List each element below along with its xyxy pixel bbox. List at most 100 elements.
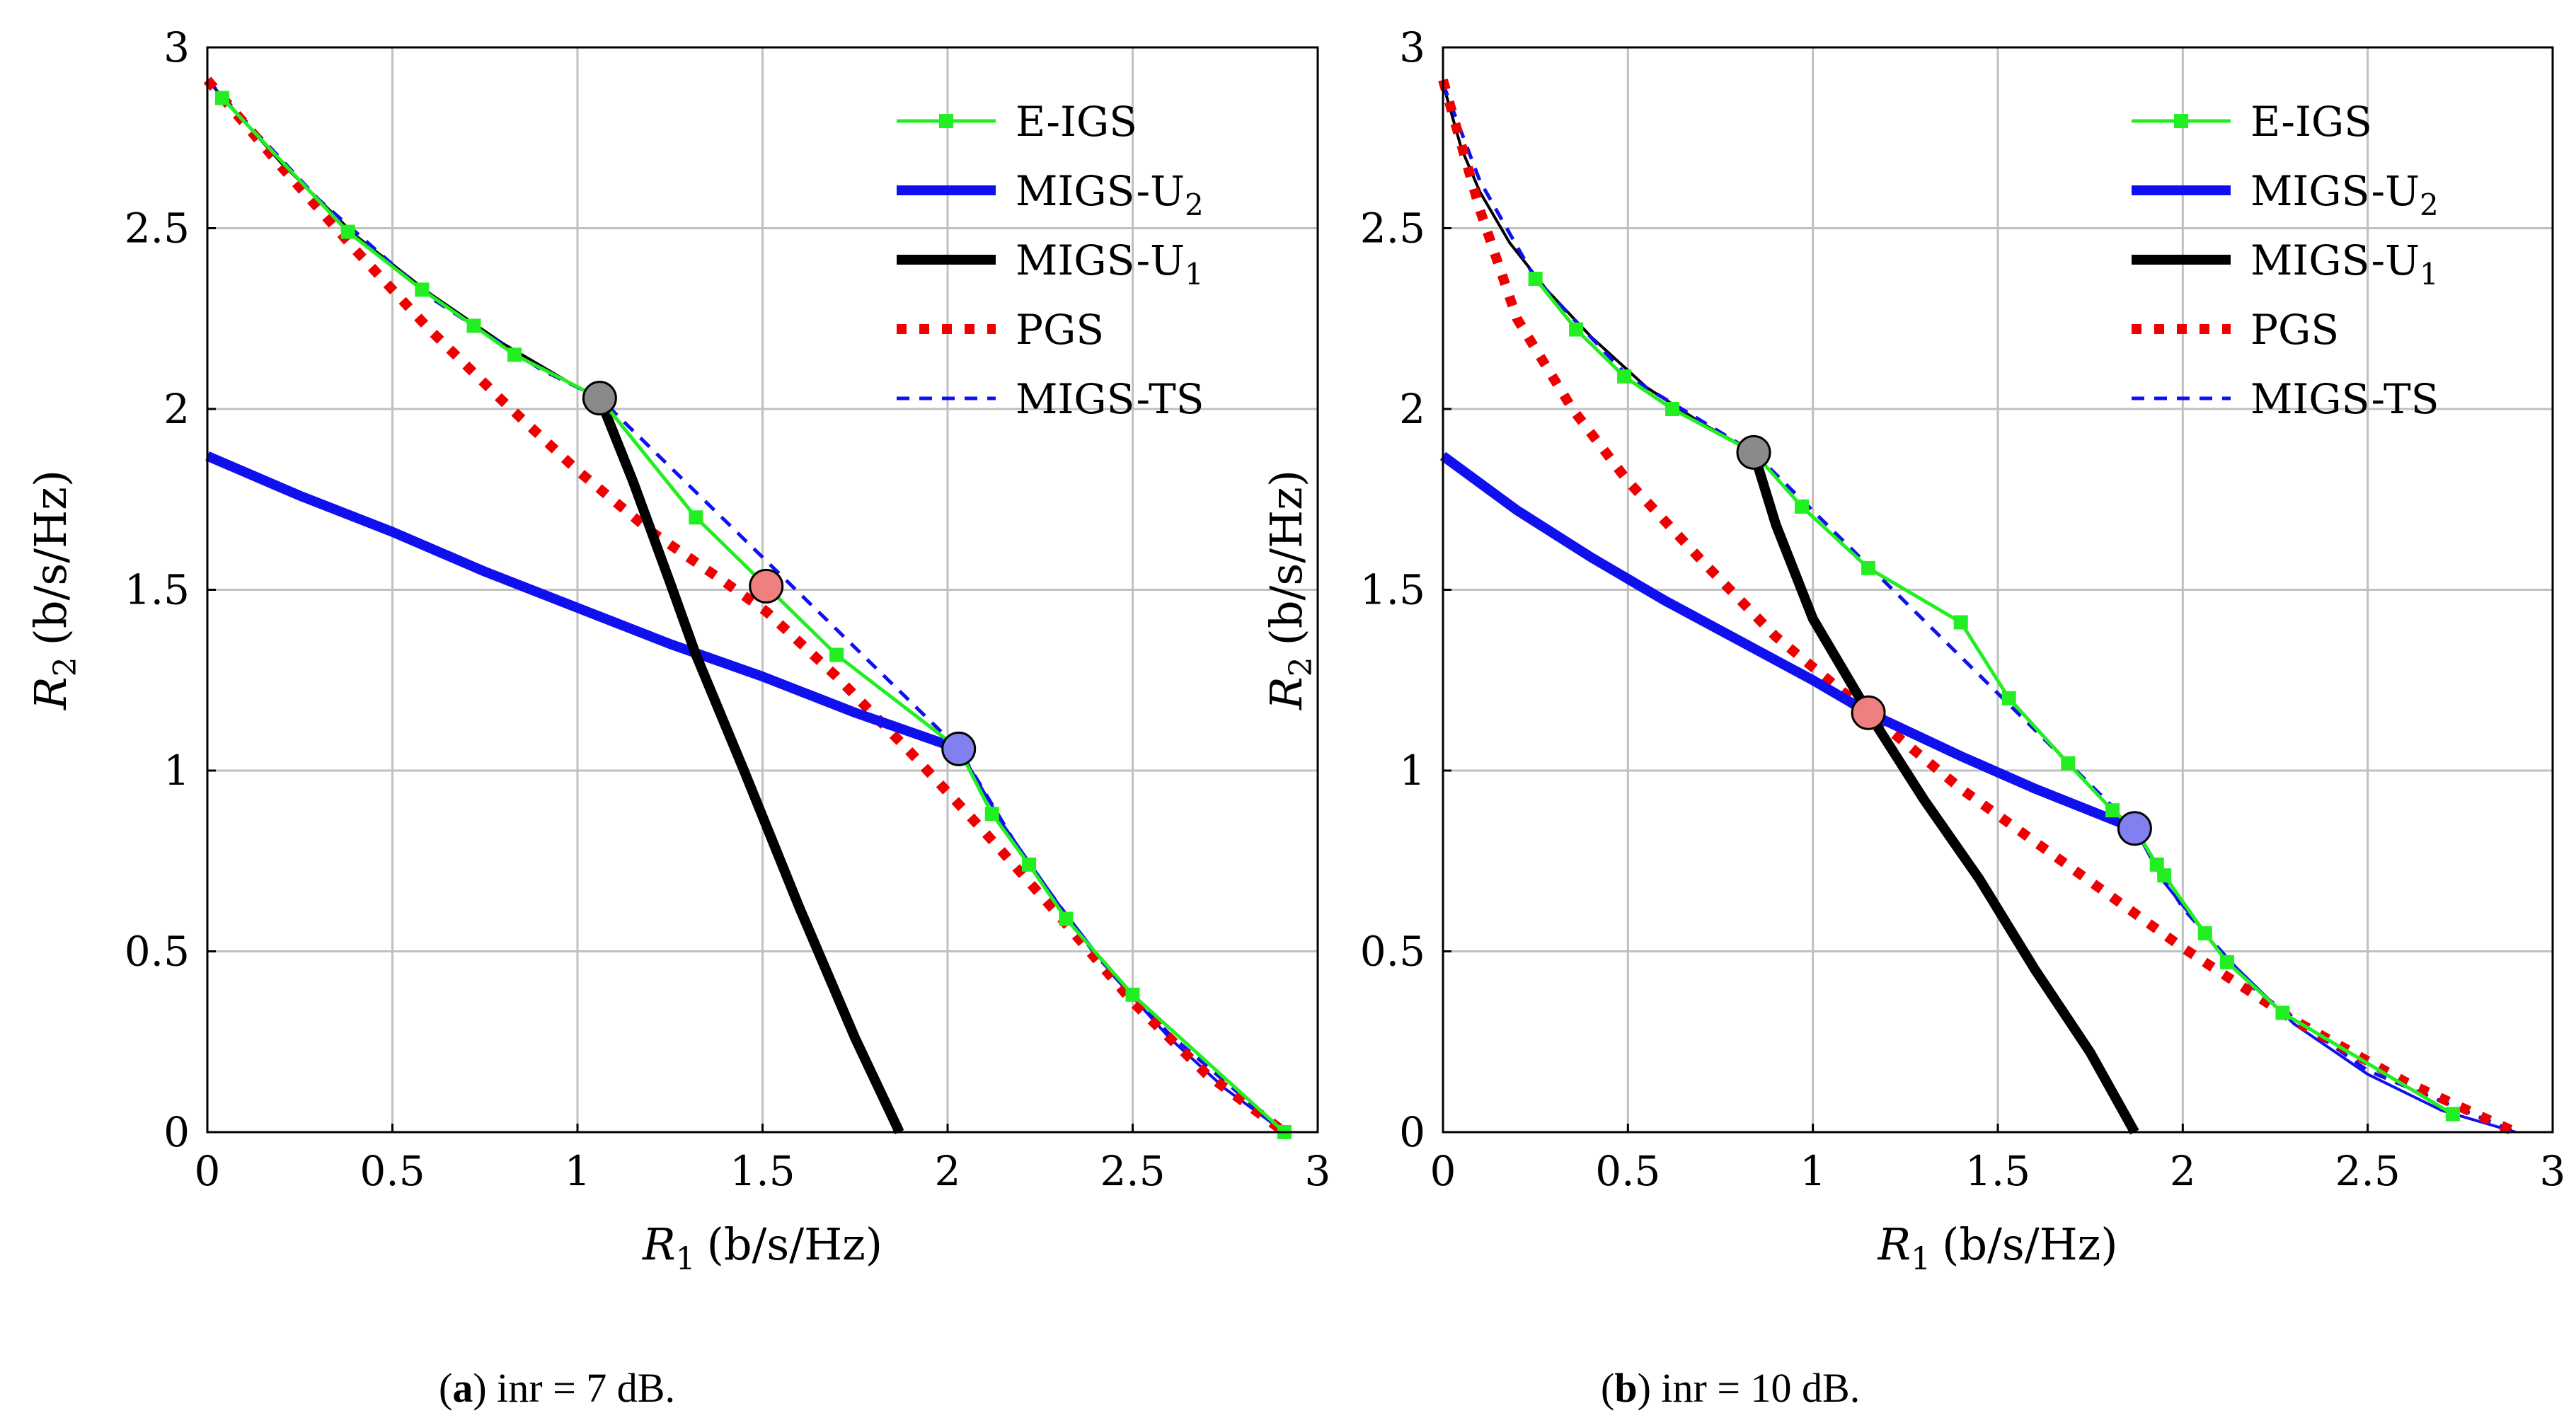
series-line-migs-ts <box>206 79 1286 1134</box>
y-axis-label-subscript: 2 <box>1283 657 1319 676</box>
y-tick-label: 3 <box>163 23 190 71</box>
data-point-e-igs <box>507 347 522 362</box>
legend-label-migs-u2: MIGS-U2 <box>1016 167 1204 222</box>
legend-label-pgs: PGS <box>1016 306 1104 354</box>
y-axis-label-var: R <box>1260 676 1312 710</box>
y-tick-label: 0 <box>1399 1108 1425 1156</box>
x-tick-label: 1.5 <box>730 1147 795 1195</box>
caption-a-label: a <box>452 1365 473 1411</box>
x-tick-label: 2 <box>935 1147 961 1195</box>
y-tick-label: 2 <box>163 385 190 433</box>
x-axis-label-unit: (b/s/Hz) <box>1942 1218 2117 1270</box>
legend-marker-e-igs <box>2174 114 2188 128</box>
data-point-e-igs <box>1861 560 1876 575</box>
series-line-migs-u2 <box>1439 451 2137 834</box>
highlight-point <box>2117 811 2152 846</box>
x-axis-label-subscript: 1 <box>1911 1241 1931 1277</box>
data-point-e-igs <box>2445 1107 2460 1122</box>
x-tick-label: 0 <box>195 1147 221 1195</box>
x-axis-label: R1 (b/s/Hz) <box>1877 1218 2117 1277</box>
data-point-e-igs <box>2105 803 2120 818</box>
data-point-e-igs <box>2197 926 2212 940</box>
data-point-e-igs <box>415 282 430 297</box>
chart-panel-a: 0 0.5 1 1.5 2 2.5 3 0 0.5 1 1.5 2 2.5 3 E-IGS MIGS-U2 MI… <box>25 23 1330 1277</box>
caption-b-text: inr = 10 dB. <box>1661 1365 1861 1411</box>
series-line-migs-u1-upper <box>206 79 601 400</box>
data-point-e-igs <box>829 647 844 662</box>
x-axis-label-var: R <box>642 1218 676 1270</box>
data-point-e-igs <box>340 224 355 239</box>
x-tick-label: 0.5 <box>360 1147 425 1195</box>
y-axis-label-unit: (b/s/Hz) <box>1260 470 1312 645</box>
y-tick-label: 2.5 <box>1360 204 1425 253</box>
x-axis-label-unit: (b/s/Hz) <box>707 1218 882 1270</box>
caption-b-label: b <box>1614 1365 1638 1411</box>
y-tick-label: 2 <box>1399 385 1425 433</box>
legend-label-migs-ts: MIGS-TS <box>1016 375 1204 423</box>
x-axis-label: R1 (b/s/Hz) <box>642 1218 882 1277</box>
legend-label-e-igs: E-IGS <box>1016 98 1137 146</box>
x-tick-label: 2.5 <box>2335 1147 2400 1195</box>
data-point-e-igs <box>689 510 703 525</box>
data-point-e-igs <box>984 807 999 822</box>
y-tick-label: 1 <box>163 747 190 795</box>
data-point-e-igs <box>1022 857 1037 872</box>
caption-a-text: inr = 7 dB. <box>497 1365 675 1411</box>
data-point-e-igs <box>214 91 229 105</box>
y-tick-label: 1 <box>1399 747 1425 795</box>
y-axis-label: R2 (b/s/Hz) <box>1260 470 1319 710</box>
legend-label-e-igs: E-IGS <box>2250 98 2372 146</box>
series-line-migs-u2-lower <box>957 748 1286 1134</box>
series-line-migs-u1-upper <box>1442 83 1754 454</box>
legend-label-migs-u1: MIGS-U1 <box>2250 236 2439 292</box>
highlight-point <box>1736 434 1771 470</box>
legend-label-migs-u1: MIGS-U1 <box>1016 236 1204 292</box>
x-tick-label: 1 <box>1800 1147 1826 1195</box>
data-point-e-igs <box>1528 272 1543 287</box>
series-line-migs-u2-lower <box>2133 827 2517 1134</box>
series-line-migs-u2 <box>205 451 961 754</box>
legend-label-subscript: 1 <box>1185 257 1204 292</box>
axes-frame <box>1442 46 2554 1134</box>
data-point-e-igs <box>1125 987 1140 1002</box>
highlight-point <box>582 381 617 416</box>
legend-label-migs-u2: MIGS-U2 <box>2250 167 2439 222</box>
data-point-e-igs <box>2149 857 2164 872</box>
y-tick-label: 0 <box>163 1108 190 1156</box>
legend-label-pgs: PGS <box>2250 306 2339 354</box>
y-tick-label: 1.5 <box>125 566 190 614</box>
x-tick-label: 0 <box>1430 1147 1456 1195</box>
x-tick-label: 1 <box>565 1147 591 1195</box>
caption-b: (b) inr = 10 dB. <box>1601 1365 1861 1411</box>
legend-label-subscript: 2 <box>2420 188 2439 222</box>
legend-label-subscript: 2 <box>1185 188 1204 222</box>
caption-a: (a) inr = 7 dB. <box>439 1365 675 1411</box>
series-line-migs-u1 <box>594 396 904 1134</box>
legend-marker-e-igs <box>939 114 953 128</box>
x-tick-label: 0.5 <box>1595 1147 1660 1195</box>
series-line-pgs <box>203 76 1288 1136</box>
highlight-point <box>1851 695 1886 730</box>
series-line-migs-ts <box>1441 83 2517 1134</box>
data-point-e-igs <box>1665 402 1680 416</box>
highlight-point <box>941 731 977 766</box>
data-point-e-igs <box>466 318 481 333</box>
data-point-e-igs <box>1569 322 1584 337</box>
legend-label-migs-ts: MIGS-TS <box>2250 375 2439 423</box>
x-tick-label: 3 <box>2540 1147 2566 1195</box>
y-tick-label: 0.5 <box>1360 928 1425 976</box>
data-point-e-igs <box>2001 691 2016 705</box>
y-axis-label: R2 (b/s/Hz) <box>25 470 84 710</box>
y-tick-label: 2.5 <box>125 204 190 253</box>
chart-panel-b: 0 0.5 1 1.5 2 2.5 3 0 0.5 1 1.5 2 2.5 3 E-IGS MIGS-U2 MI… <box>1260 23 2565 1277</box>
data-point-e-igs <box>2061 756 2076 771</box>
legend-label-subscript: 1 <box>2420 257 2439 292</box>
data-point-e-igs <box>1059 911 1074 926</box>
data-point-e-igs <box>2275 1005 2290 1020</box>
data-point-e-igs <box>1617 369 1632 384</box>
axes-frame <box>206 46 1319 1134</box>
y-axis-label-var: R <box>25 676 76 710</box>
x-axis-label-var: R <box>1877 1218 1911 1270</box>
x-tick-label: 2.5 <box>1100 1147 1165 1195</box>
